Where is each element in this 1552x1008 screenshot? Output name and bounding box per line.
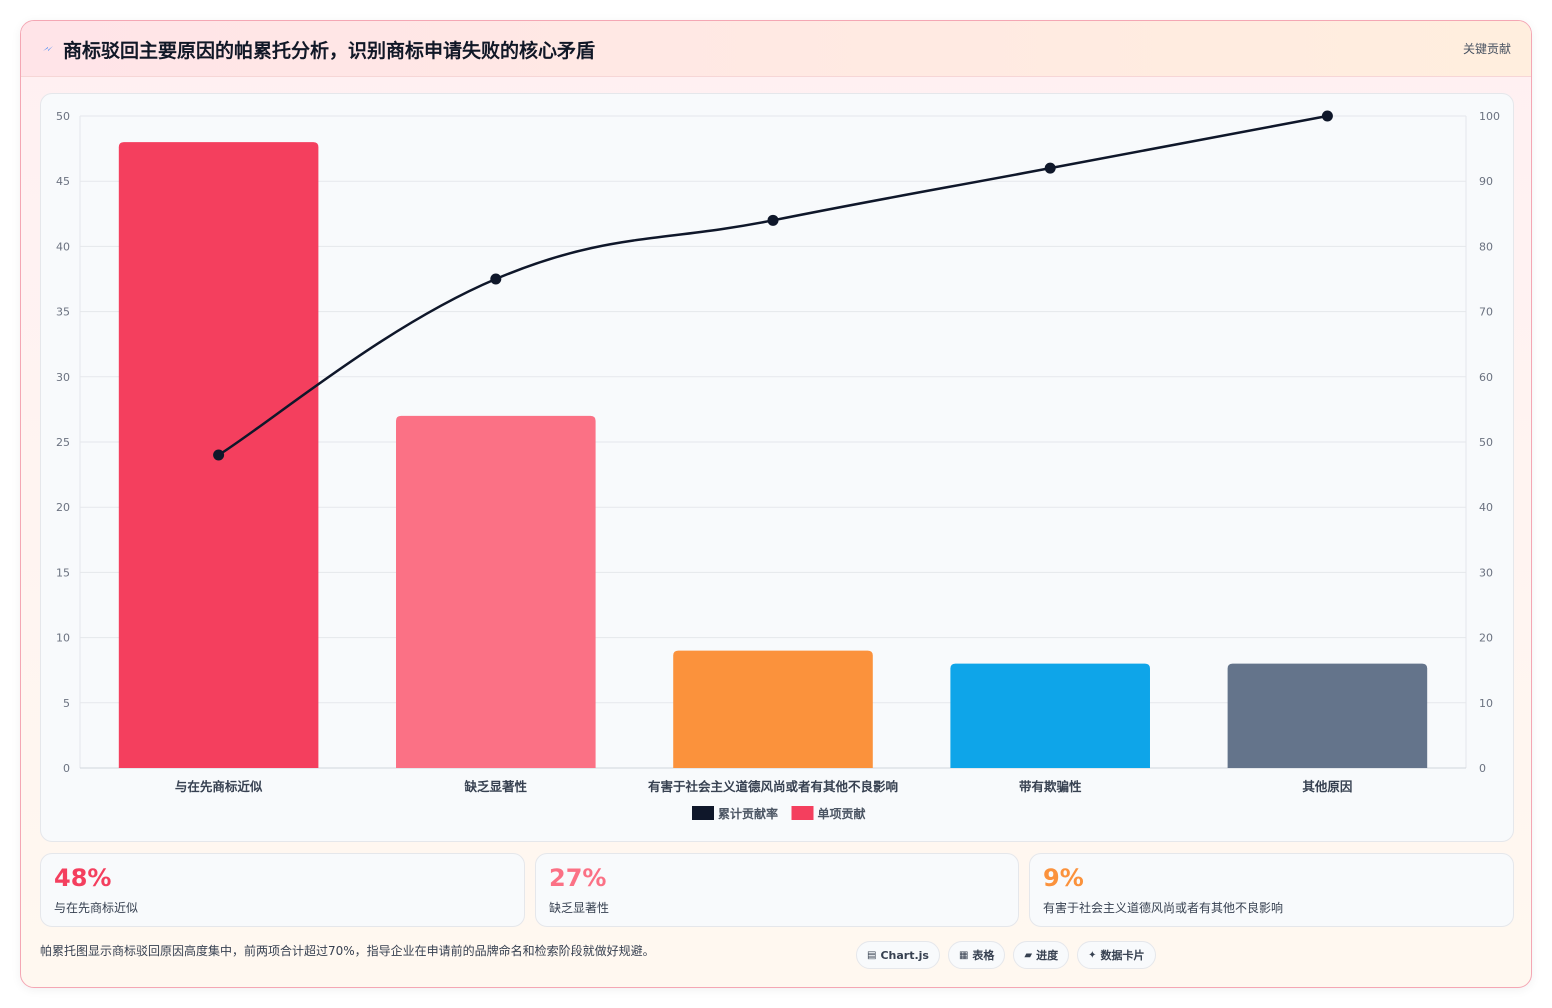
y-tick-label: 15 [56,566,70,579]
y2-tick-label: 60 [1479,371,1493,384]
kpi-card: 9% 有害于社会主义道德风尚或者有其他不良影响 [1029,853,1514,927]
y2-tick-label: 100 [1479,110,1500,123]
sparkle-icon: ✦ [1088,949,1097,961]
pill-chartjs[interactable]: ▤ Chart.js [856,941,940,969]
series-line-cumulative [217,114,1328,457]
chart-card: 商标驳回主要原因的帕累托分析，识别商标申请失败的核心矛盾 关键贡献 0 5 10 15… [20,20,1532,988]
y-tick-label: 35 [56,306,70,319]
line-point [213,449,225,461]
y-tick-label: 40 [56,240,70,253]
legend-label: 单项贡献 [818,806,866,821]
page-title: 商标驳回主要原因的帕累托分析，识别商标申请失败的核心矛盾 [63,40,596,62]
y2-tick-label: 0 [1479,762,1486,775]
legend-swatch [692,806,714,820]
chart-icon: ▤ [867,949,877,961]
pill-progress[interactable]: ▰ 进度 [1013,941,1070,969]
y-tick-label: 0 [63,762,70,775]
kpi-card: 48% 与在先商标近似 [40,853,525,927]
y-tick-label: 10 [56,632,70,645]
y2-tick-label: 10 [1479,697,1493,710]
y2-tick-label: 40 [1479,501,1493,514]
kpi-label: 与在先商标近似 [54,901,139,915]
y-tick-label: 45 [56,175,70,188]
kpi-value: 9% [1043,864,1084,892]
y2-tick-label: 20 [1479,632,1493,645]
pill-table[interactable]: ▦ 表格 [947,941,1006,969]
y2-tick-label: 50 [1479,436,1493,449]
kpi-value: 48% [54,864,112,892]
y-tick-label: 20 [56,501,70,514]
kpi-card: 27% 缺乏显著性 [535,853,1019,927]
legend-label: 累计贡献率 [718,806,778,821]
x-tick-label: 有害于社会主义道德风尚或者有其他不良影响 [648,779,898,794]
x-tick-label: 缺乏显著性 [465,779,528,794]
lightning-icon [43,46,53,51]
y2-tick-label: 30 [1479,566,1493,579]
chart-footnote: 帕累托图显示商标驳回原因高度集中，前两项合计超过70%，指导企业在申请前的品牌命… [40,944,655,958]
y-tick-label: 5 [63,697,70,710]
x-tick-label: 其他原因 [1302,779,1352,794]
view-switcher: ▤ Chart.js ▦ 表格 ▰ 进度 ✦ 数据卡片 [856,941,1156,969]
x-tick-label: 带有欺骗性 [1019,779,1082,794]
pareto-chart: 0 5 10 15 20 25 30 35 40 45 50 0 10 20 30 40 50 60 70 80 90 1… [56,110,1500,821]
x-tick-label: 与在先商标近似 [175,779,263,794]
bar [950,663,1150,768]
kpi-label: 缺乏显著性 [549,901,610,915]
bar [1227,663,1428,768]
line-point [1044,162,1056,174]
y2-tick-label: 70 [1479,306,1493,319]
y-tick-label: 30 [56,371,70,384]
card-header: 商标驳回主要原因的帕累托分析，识别商标申请失败的核心矛盾 关键贡献 [21,21,1531,77]
y2-tick-label: 90 [1479,175,1493,188]
table-icon: ▦ [958,949,969,961]
progress-icon: ▰ [1024,949,1033,961]
kpi-value: 27% [549,864,607,892]
y2-tick-label: 80 [1479,240,1493,253]
line-point [767,214,779,226]
pill-label: 进度 [1036,949,1059,962]
kpi-label: 有害于社会主义道德风尚或者有其他不良影响 [1043,901,1284,915]
y-tick-label: 25 [56,436,70,449]
bar [396,415,596,768]
pill-label: 数据卡片 [1100,949,1145,962]
y-tick-label: 50 [56,110,70,123]
legend-swatch [791,806,814,820]
pill-label: Chart.js [880,948,929,962]
line-point [1321,110,1333,122]
chart-panel: 0 5 10 15 20 25 30 35 40 45 50 0 10 20 30 40 50 60 70 80 90 1… [40,93,1514,842]
pill-label: 表格 [972,949,995,962]
line-point [490,273,502,285]
bar [673,650,873,768]
pill-data-card[interactable]: ✦ 数据卡片 [1077,941,1156,969]
key-contribution-badge[interactable]: 关键贡献 [1462,42,1511,56]
